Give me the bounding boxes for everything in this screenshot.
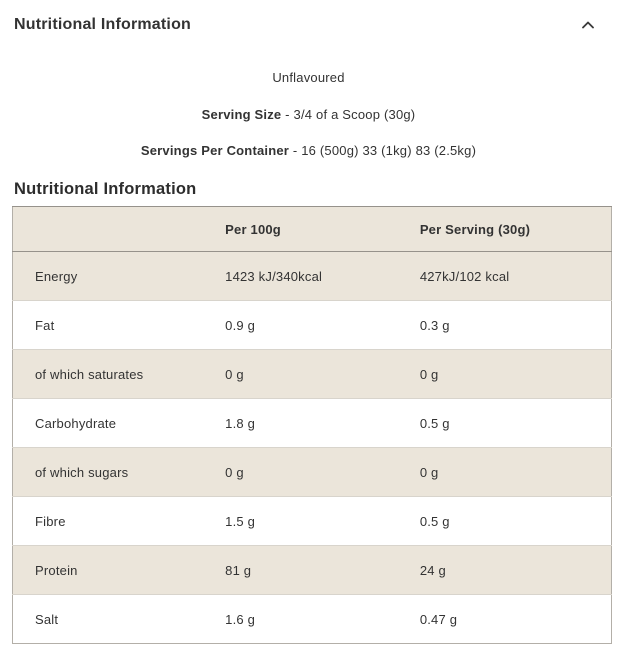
row-label: of which saturates (35, 366, 144, 382)
accordion-title: Nutritional Information (14, 16, 192, 33)
row-per-100g: 1.8 g (225, 415, 256, 431)
row-label: Energy (35, 268, 78, 284)
row-label: of which sugars (35, 464, 129, 480)
row-per-100g: 81 g (225, 562, 252, 578)
row-per-serving: 0.5 g (419, 513, 450, 529)
nutrition-panel: Nutritional Information Unflavoured Serv… (0, 0, 617, 644)
row-label: Fibre (35, 513, 66, 529)
column-header-blank (13, 207, 226, 252)
servings-per-container-label: Servings Per Container (140, 143, 290, 158)
nutrition-table: Per 100g Per Serving (30g) Energy 1423 k… (12, 206, 612, 644)
row-per-100g: 0 g (225, 366, 244, 382)
servings-per-container-line: Servings Per Container - 16 (500g) 33 (1… (0, 143, 617, 158)
row-per-serving: 427kJ/102 kcal (419, 268, 510, 284)
serving-size-line: Serving Size - 3/4 of a Scoop (30g) (0, 107, 617, 122)
table-row-fat: Fat 0.9 g 0.3 g (12, 301, 612, 350)
row-per-100g: 1.5 g (225, 513, 256, 529)
serving-size-value: - 3/4 of a Scoop (30g) (281, 107, 416, 122)
chevron-up-icon[interactable] (581, 18, 595, 32)
row-per-serving: 0.5 g (419, 415, 450, 431)
row-per-100g: 1.6 g (225, 611, 256, 627)
row-per-serving: 0.47 g (419, 611, 458, 627)
row-per-serving: 24 g (419, 562, 446, 578)
row-per-serving: 0 g (419, 366, 439, 382)
table-title: Nutritional Information (14, 180, 197, 198)
row-label: Protein (35, 562, 78, 578)
column-header-per-100g: Per 100g (225, 221, 281, 237)
table-row-protein: Protein 81 g 24 g (12, 545, 612, 595)
row-per-100g: 1423 kJ/340kcal (225, 268, 323, 284)
serving-info: Unflavoured Serving Size - 3/4 of a Scoo… (0, 70, 617, 158)
row-per-serving: 0 g (419, 464, 439, 480)
nutrition-table-section: Nutritional Information Per 100g Per Ser… (0, 180, 617, 644)
table-row-sugars: of which sugars 0 g 0 g (12, 447, 612, 497)
flavour-name: Unflavoured (272, 70, 345, 85)
row-label: Salt (35, 611, 59, 627)
row-per-100g: 0.9 g (225, 317, 256, 333)
row-per-100g: 0 g (225, 464, 244, 480)
servings-per-container-value: - 16 (500g) 33 (1kg) 83 (2.5kg) (289, 143, 477, 158)
serving-size-label: Serving Size (201, 107, 282, 122)
table-row-salt: Salt 1.6 g 0.47 g (13, 595, 612, 644)
table-row-fibre: Fibre 1.5 g 0.5 g (12, 497, 612, 546)
row-per-serving: 0.3 g (419, 317, 450, 333)
row-label: Fat (35, 317, 55, 333)
row-label: Carbohydrate (35, 415, 117, 431)
table-row-energy: Energy 1423 kJ/340kcal 427kJ/102 kcal (12, 251, 612, 301)
table-row-saturates: of which saturates 0 g 0 g (12, 349, 612, 399)
accordion-header[interactable]: Nutritional Information (0, 0, 617, 34)
table-row-carbohydrate: Carbohydrate 1.8 g 0.5 g (12, 399, 612, 448)
column-header-per-serving: Per Serving (30g) (419, 221, 531, 237)
table-header-row: Per 100g Per Serving (30g) (12, 206, 612, 252)
